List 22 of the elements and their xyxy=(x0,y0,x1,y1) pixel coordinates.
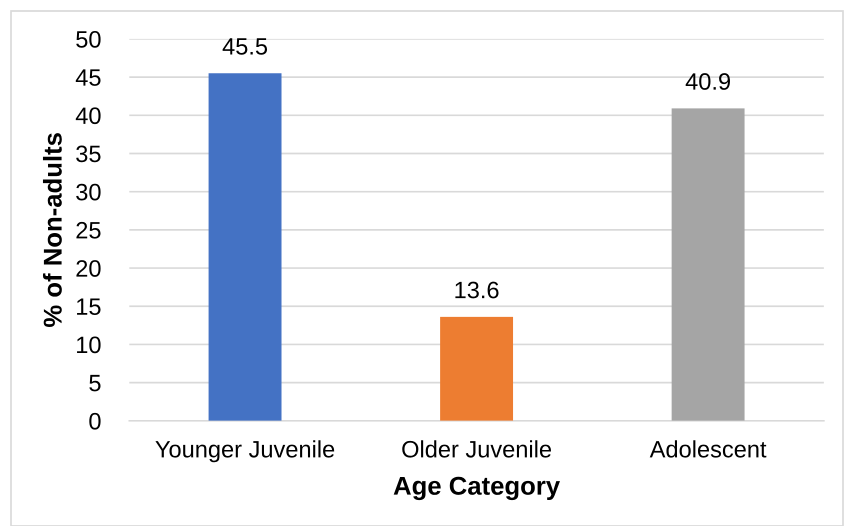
y-tick-label: 25 xyxy=(76,222,101,239)
y-tick-label: 50 xyxy=(76,30,101,48)
y-tick-label: 5 xyxy=(89,374,101,392)
data-label: 13.6 xyxy=(455,282,499,298)
x-axis-title: Age Category xyxy=(394,476,560,500)
y-tick-label: 20 xyxy=(76,260,101,277)
y-tick-label: 35 xyxy=(76,146,101,162)
bar xyxy=(208,73,282,421)
y-axis-title: % of Non-adults xyxy=(42,133,62,327)
y-tick-label: 40 xyxy=(76,107,101,124)
y-tick-label: 45 xyxy=(76,69,101,86)
data-label: 40.9 xyxy=(686,73,730,90)
y-tick-label: 0 xyxy=(89,412,101,430)
data-label: 45.5 xyxy=(222,38,268,55)
y-tick-label: 10 xyxy=(77,336,101,354)
bar xyxy=(440,316,514,421)
bar xyxy=(672,108,745,421)
x-tick-label: Younger Juvenile xyxy=(155,440,334,462)
y-tick-label: 30 xyxy=(76,184,101,200)
x-tick-label: Adolescent xyxy=(650,440,766,458)
y-tick-label: 15 xyxy=(77,298,101,316)
x-tick-label: Older Juvenile xyxy=(402,440,551,458)
